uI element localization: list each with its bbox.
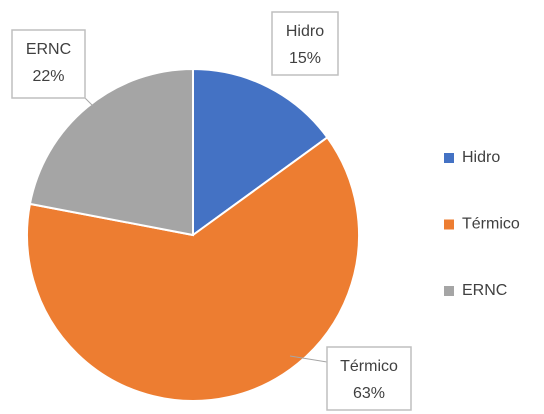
data-label-name: Hidro bbox=[286, 23, 324, 40]
leader-line bbox=[84, 97, 94, 107]
data-label: 63% bbox=[353, 385, 385, 402]
legend-marker bbox=[444, 286, 454, 296]
legend-marker bbox=[444, 153, 454, 163]
legend-label: Térmico bbox=[462, 216, 520, 233]
pie-slice bbox=[26, 136, 360, 402]
legend-label: ERNC bbox=[462, 282, 507, 299]
callout-box bbox=[326, 346, 412, 411]
callout-box bbox=[271, 11, 339, 76]
data-label-name: Térmico bbox=[340, 358, 398, 375]
data-label: 15% bbox=[289, 50, 321, 67]
leader-line bbox=[289, 355, 328, 363]
legend-marker bbox=[444, 219, 454, 230]
data-label: 22% bbox=[32, 68, 64, 85]
data-label-name: ERNC bbox=[26, 41, 71, 58]
legend-label: Hidro bbox=[462, 149, 500, 166]
pie-slice bbox=[28, 67, 194, 237]
callout-box bbox=[11, 29, 86, 99]
pie-slice bbox=[192, 67, 329, 237]
